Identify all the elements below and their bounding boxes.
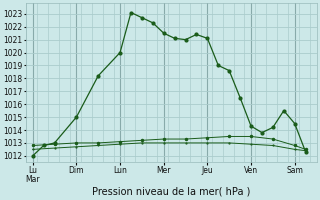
X-axis label: Pression niveau de la mer( hPa ): Pression niveau de la mer( hPa ) [92, 187, 251, 197]
